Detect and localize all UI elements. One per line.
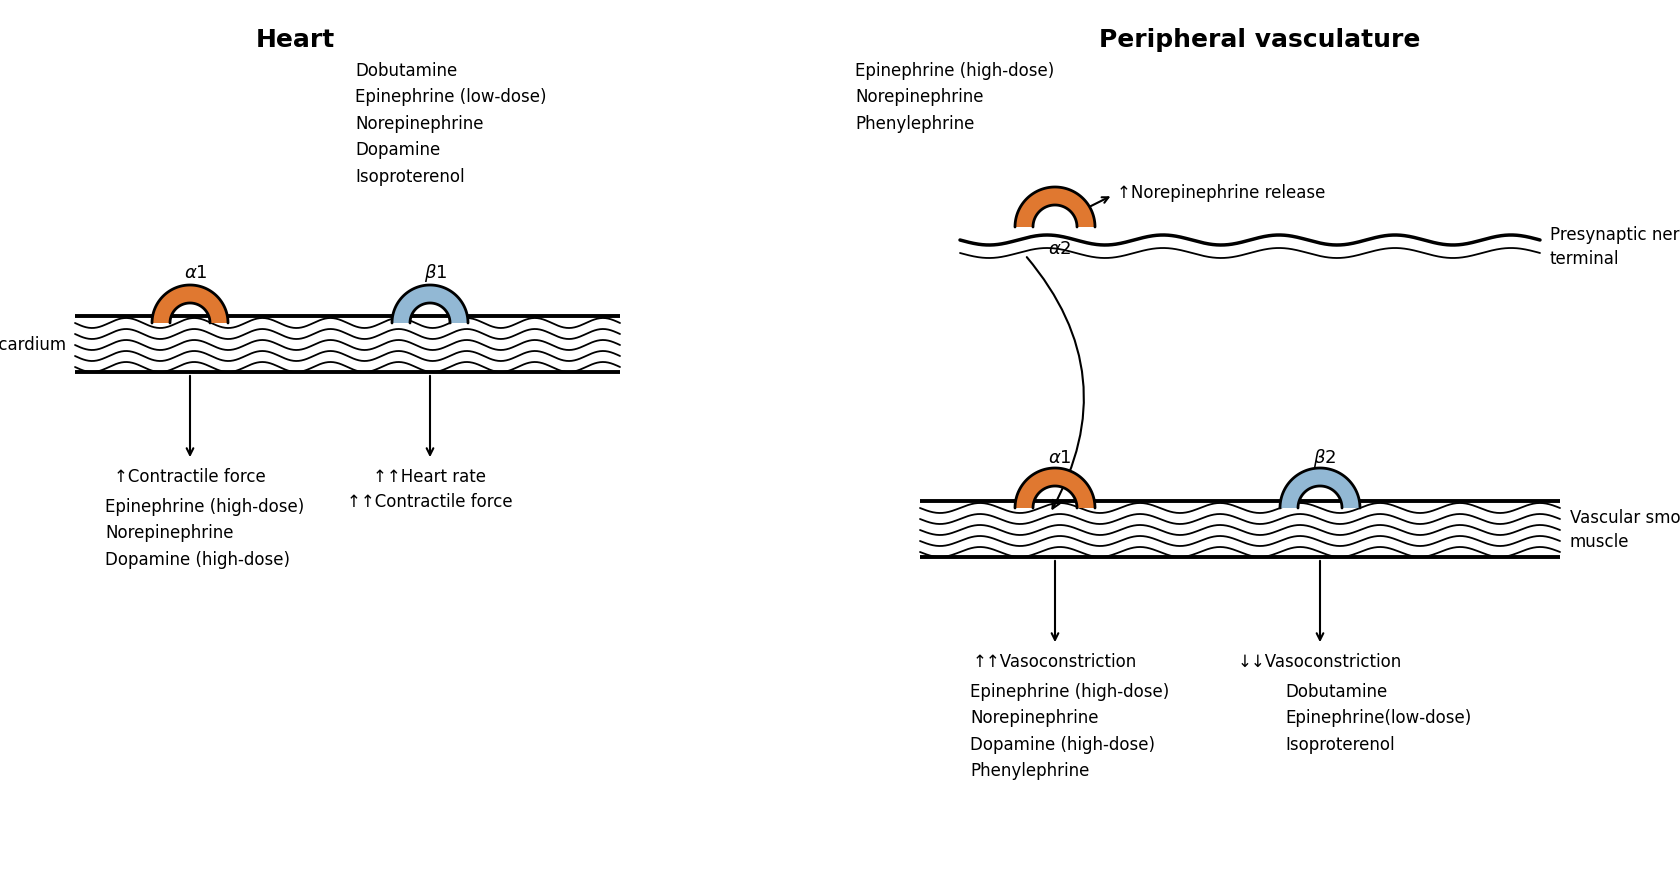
Text: Epinephrine (high-dose)
Norepinephrine
Dopamine (high-dose)
Phenylephrine: Epinephrine (high-dose) Norepinephrine D… — [969, 683, 1169, 781]
Text: Presynaptic nerve
terminal: Presynaptic nerve terminal — [1549, 226, 1680, 268]
Polygon shape — [1278, 468, 1359, 508]
Text: Epinephrine (high-dose)
Norepinephrine
Dopamine (high-dose): Epinephrine (high-dose) Norepinephrine D… — [104, 498, 304, 569]
Text: $\alpha$2: $\alpha$2 — [1048, 240, 1072, 258]
Text: Peripheral vasculature: Peripheral vasculature — [1099, 28, 1420, 52]
Text: $\alpha$1: $\alpha$1 — [1048, 449, 1072, 467]
Text: $\beta$1: $\beta$1 — [423, 262, 447, 284]
Polygon shape — [1015, 187, 1094, 227]
Text: Myocardium: Myocardium — [0, 336, 67, 354]
Text: ↓↓Vasoconstriction: ↓↓Vasoconstriction — [1236, 653, 1401, 671]
Text: Vascular smooth
muscle: Vascular smooth muscle — [1569, 509, 1680, 551]
Polygon shape — [391, 285, 467, 323]
Text: Heart: Heart — [255, 28, 334, 52]
Text: $\alpha$1: $\alpha$1 — [185, 264, 208, 282]
Text: $\beta$2: $\beta$2 — [1312, 447, 1336, 469]
Polygon shape — [1015, 468, 1094, 508]
Text: ↑↑Heart rate
↑↑Contractile force: ↑↑Heart rate ↑↑Contractile force — [348, 468, 512, 511]
Text: Dobutamine
Epinephrine (low-dose)
Norepinephrine
Dopamine
Isoproterenol: Dobutamine Epinephrine (low-dose) Norepi… — [354, 62, 546, 185]
Text: Dobutamine
Epinephrine(low-dose)
Isoproterenol: Dobutamine Epinephrine(low-dose) Isoprot… — [1284, 683, 1470, 754]
Polygon shape — [151, 285, 228, 323]
Text: Epinephrine (high-dose)
Norepinephrine
Phenylephrine: Epinephrine (high-dose) Norepinephrine P… — [855, 62, 1053, 132]
Text: ↑Norepinephrine release: ↑Norepinephrine release — [1116, 184, 1324, 202]
Text: ↑Contractile force: ↑Contractile force — [114, 468, 265, 486]
Text: ↑↑Vasoconstriction: ↑↑Vasoconstriction — [973, 653, 1136, 671]
